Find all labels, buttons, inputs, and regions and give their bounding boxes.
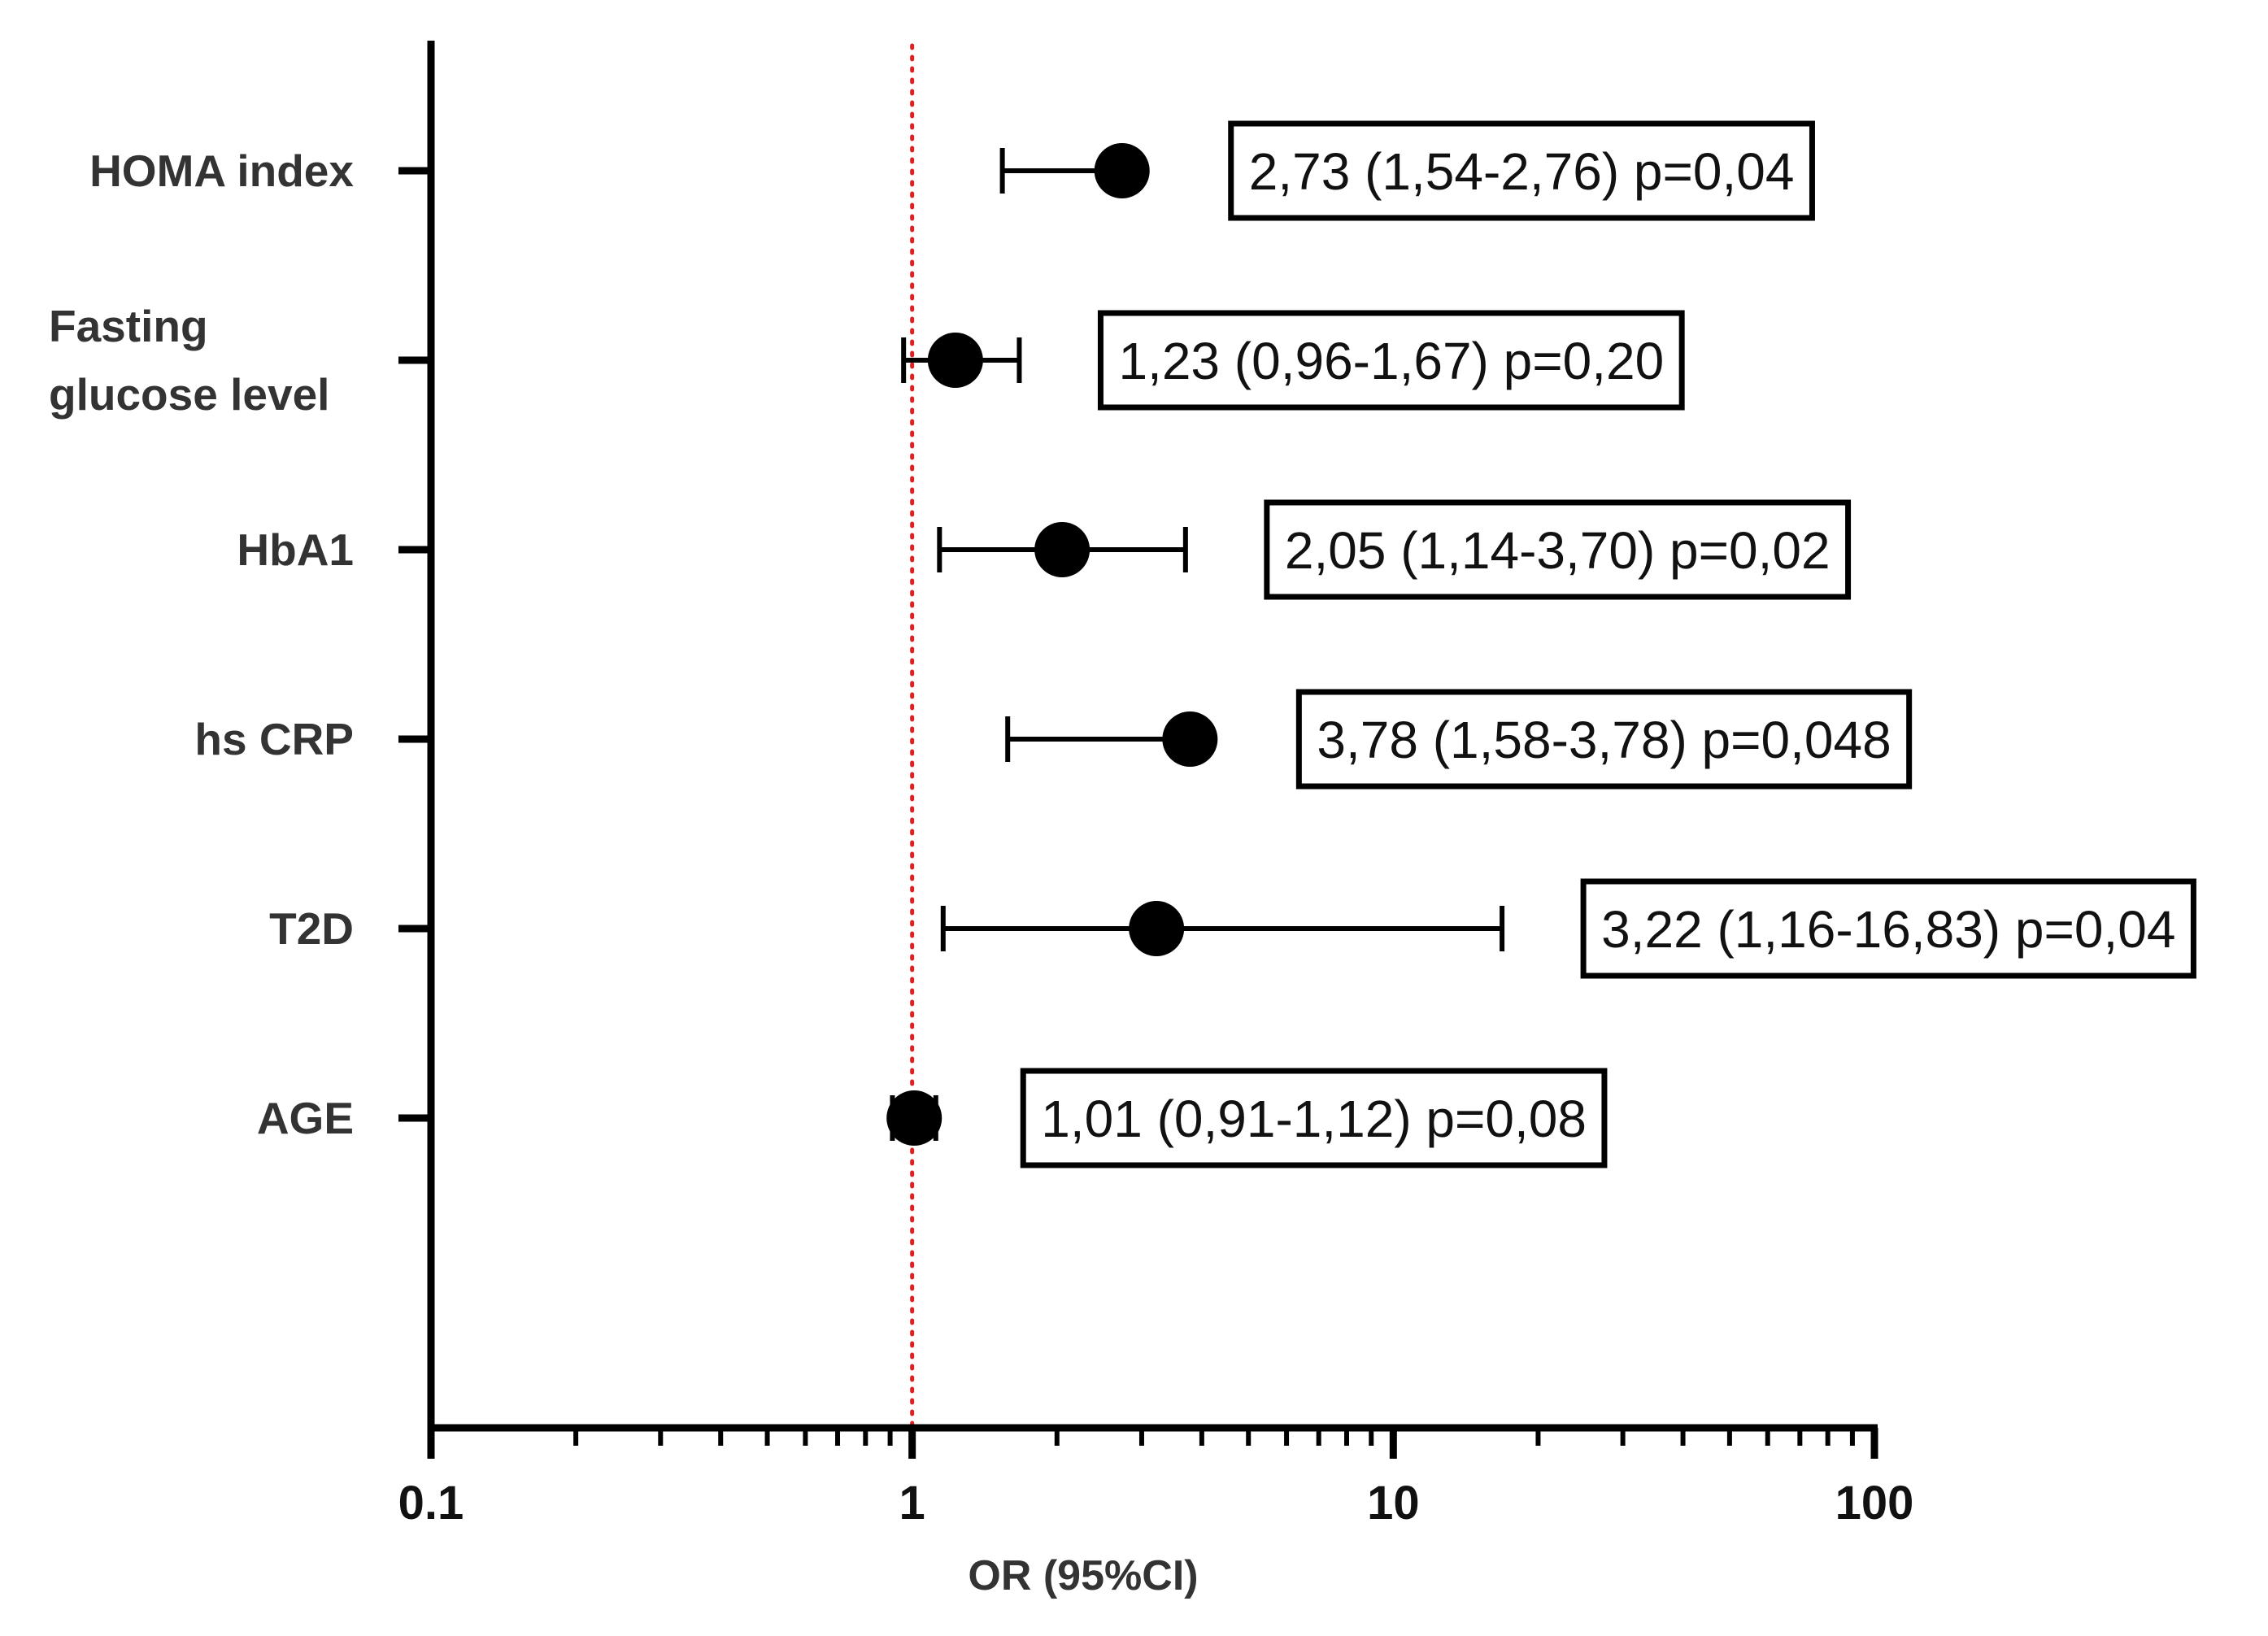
annotation-box — [1295, 689, 1913, 790]
category-label: hs CRP — [194, 714, 354, 764]
x-tick-label: 10 — [1367, 1477, 1420, 1529]
x-tick-label: 1 — [899, 1477, 925, 1529]
or-marker — [1162, 711, 1218, 767]
forest-row: HbA1 2,05 (1,14-3,70) p=0,02 — [237, 499, 1852, 600]
forest-row: hs CRP 3,78 (1,58-3,78) p=0,048 — [194, 689, 1913, 790]
category-label: HbA1 — [237, 524, 354, 575]
annotation-box — [1264, 499, 1852, 600]
annotation-text: 3,78 (1,58-3,78) p=0,048 — [1317, 711, 1891, 769]
annotation-box — [1020, 1068, 1608, 1168]
category-label: T2D — [269, 903, 354, 954]
or-marker — [1129, 901, 1185, 956]
or-marker — [886, 1090, 942, 1146]
annotation-text: 1,23 (0,96-1,67) p=0,20 — [1118, 332, 1664, 390]
annotation-text: 2,05 (1,14-3,70) p=0,02 — [1285, 521, 1831, 580]
annotation-text: 1,01 (0,91-1,12) p=0,08 — [1041, 1090, 1587, 1148]
annotation-box — [1228, 120, 1815, 221]
annotation-box — [1097, 310, 1685, 411]
or-marker — [1034, 522, 1090, 577]
annotation-text: 3,22 (1,16-16,83) p=0,04 — [1601, 900, 2175, 959]
annotation-text: 2,73 (1,54-2,76) p=0,04 — [1249, 142, 1795, 201]
category-label: Fasting — [49, 301, 208, 351]
forest-row: HOMA index 2,73 (1,54-2,76) p=0,04 — [89, 120, 1815, 221]
forest-row: AGE 1,01 (0,91-1,12) p=0,08 — [257, 1068, 1608, 1168]
category-label: HOMA index — [89, 146, 354, 196]
x-tick-label: 100 — [1835, 1477, 1914, 1529]
category-label: glucose level — [49, 369, 329, 420]
or-marker — [1094, 143, 1150, 198]
forest-row: T2D 3,22 (1,16-16,83) p=0,04 — [269, 878, 2196, 979]
category-label: AGE — [257, 1093, 354, 1143]
x-axis-title: OR (95%CI) — [968, 1552, 1198, 1599]
x-tick-label: 0.1 — [398, 1477, 464, 1529]
or-marker — [927, 333, 983, 388]
forest-row: Fasting glucose level 1,23 (0,96-1,67) p=0… — [49, 301, 1685, 420]
annotation-box — [1580, 878, 2196, 979]
